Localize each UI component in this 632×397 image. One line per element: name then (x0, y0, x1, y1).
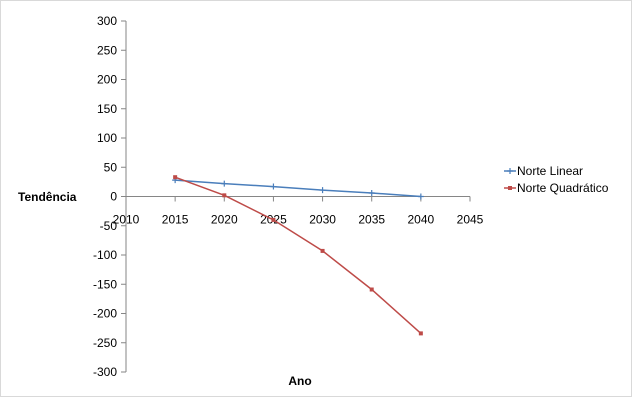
data-point (418, 331, 423, 336)
data-point (221, 180, 228, 187)
y-tick-label: -200 (93, 307, 117, 321)
x-tick-label: 2020 (211, 213, 238, 227)
x-tick-label: 2030 (309, 213, 336, 227)
x-tick-label: 2015 (162, 213, 189, 227)
axes: 300 250 200 150 100 50 0 -50 -100 -150 -200 -250 -30… (93, 14, 484, 379)
x-tick-label: 2045 (457, 213, 484, 227)
data-point (369, 287, 374, 292)
y-tick-label: 200 (97, 73, 117, 87)
y-tick-label: -100 (93, 248, 117, 262)
y-tick-label: 100 (97, 131, 117, 145)
y-tick-label: -50 (100, 219, 118, 233)
legend-marker (507, 168, 513, 174)
y-tick-label: 300 (97, 14, 117, 28)
x-tick-label: 2010 (113, 213, 140, 227)
data-point (320, 248, 325, 253)
data-point (319, 187, 326, 194)
series-1 (172, 177, 424, 200)
y-tick-label: -150 (93, 277, 117, 291)
y-tick-label: 150 (97, 102, 117, 116)
data-point (368, 189, 375, 196)
y-tick-label: -300 (93, 365, 117, 379)
x-tick-label: 2040 (408, 213, 435, 227)
series-2 (173, 175, 423, 336)
legend: Norte Linear Norte Quadrático (504, 164, 609, 195)
legend-marker (508, 186, 512, 190)
series-line (175, 179, 421, 198)
series-line (174, 176, 422, 334)
y-tick-label: 250 (97, 43, 117, 57)
x-tick-label: 2035 (358, 213, 385, 227)
data-point (222, 193, 227, 198)
legend-label: Norte Linear (517, 164, 583, 178)
legend-label: Norte Quadrático (517, 181, 609, 195)
data-point (417, 193, 424, 200)
y-tick-label: 0 (110, 190, 117, 204)
y-tick-label: -250 (93, 336, 117, 350)
data-point (270, 183, 277, 190)
x-axis-title: Ano (288, 374, 311, 388)
y-axis-title: Tendência (18, 190, 77, 204)
series-layer (172, 175, 424, 336)
y-tick-label: 50 (104, 160, 118, 174)
data-point (271, 217, 276, 222)
data-point (173, 175, 178, 180)
